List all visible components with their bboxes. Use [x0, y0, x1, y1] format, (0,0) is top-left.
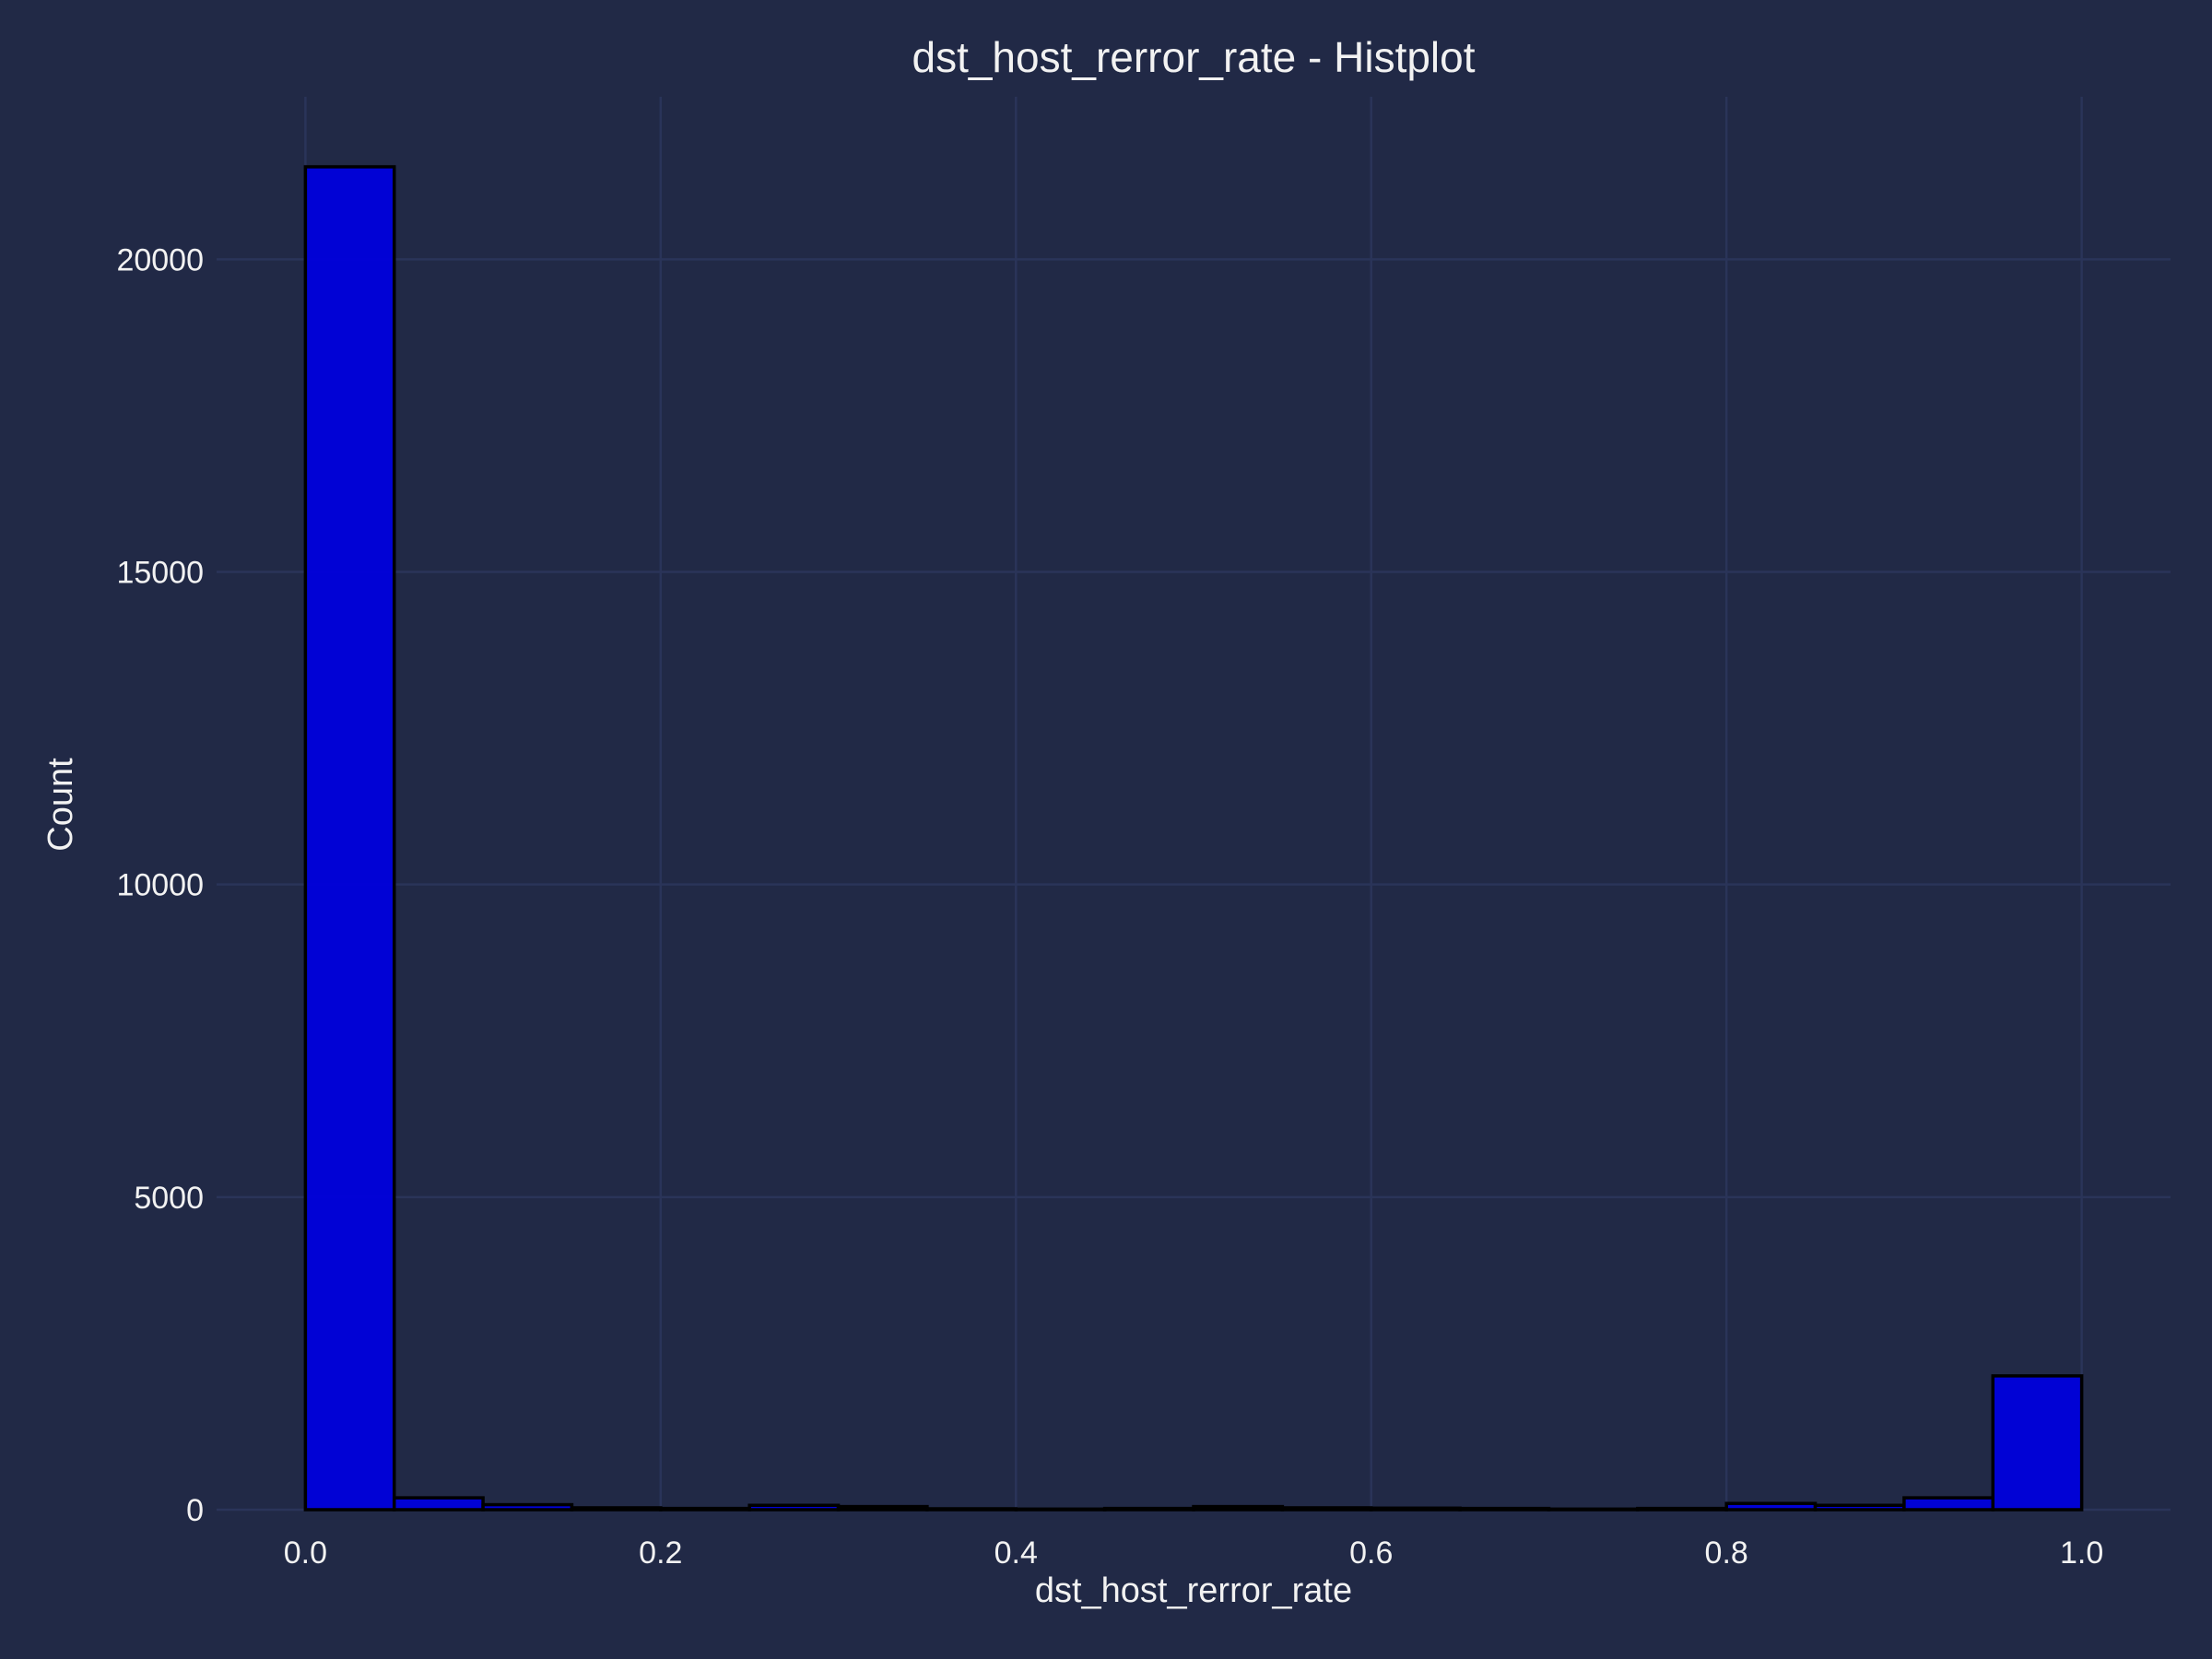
y-tick-label-4: 20000	[116, 242, 204, 277]
x-tick-label-0: 0.0	[284, 1535, 327, 1571]
histogram-bar-16	[1724, 1501, 1818, 1512]
y-tick-label-1: 5000	[134, 1181, 204, 1216]
x-tick-label-1: 0.2	[639, 1535, 682, 1571]
x-tick-label-4: 0.8	[1705, 1535, 1748, 1571]
x-tick-label-2: 0.4	[994, 1535, 1038, 1571]
chart-title: dst_host_rerror_rate - Histplot	[912, 33, 1475, 81]
histogram-bar-12	[1369, 1506, 1462, 1512]
histogram-bar-5	[747, 1503, 841, 1512]
histogram-bar-9	[1102, 1506, 1195, 1512]
x-tick-label-5: 1.0	[2060, 1535, 2103, 1571]
histogram-bar-4	[659, 1506, 751, 1512]
histogram-bar-10	[1192, 1504, 1285, 1512]
histogram-bars	[303, 165, 2084, 1512]
histogram-bar-18	[1902, 1496, 1995, 1512]
y-tick-label-3: 15000	[116, 556, 204, 591]
histogram-bar-0	[303, 165, 396, 1512]
histogram-bar-3	[570, 1506, 663, 1512]
y-axis-title: Count	[41, 758, 80, 852]
x-axis-title: dst_host_rerror_rate	[1035, 1571, 1352, 1610]
histogram-bar-8	[1014, 1507, 1107, 1512]
histogram-bar-6	[836, 1504, 929, 1512]
y-tick-label-2: 10000	[116, 868, 204, 903]
histogram-bar-2	[481, 1502, 574, 1512]
histogram-bar-1	[392, 1496, 485, 1512]
y-tick-labels: 0 5000 10000 15000 20000	[116, 242, 204, 1528]
histogram-bar-19	[1991, 1374, 2084, 1512]
grid-lines	[217, 97, 2171, 1512]
histogram-bar-14	[1547, 1507, 1640, 1512]
histogram-bar-11	[1280, 1506, 1373, 1512]
histogram-bar-13	[1458, 1506, 1551, 1512]
y-tick-label-0: 0	[186, 1493, 204, 1528]
x-tick-labels: 0.0 0.2 0.4 0.6 0.8 1.0	[284, 1535, 2104, 1571]
histogram-bar-17	[1813, 1503, 1906, 1512]
histogram-bar-7	[925, 1507, 1018, 1512]
x-tick-label-3: 0.6	[1349, 1535, 1393, 1571]
histogram-bar-15	[1636, 1506, 1728, 1512]
